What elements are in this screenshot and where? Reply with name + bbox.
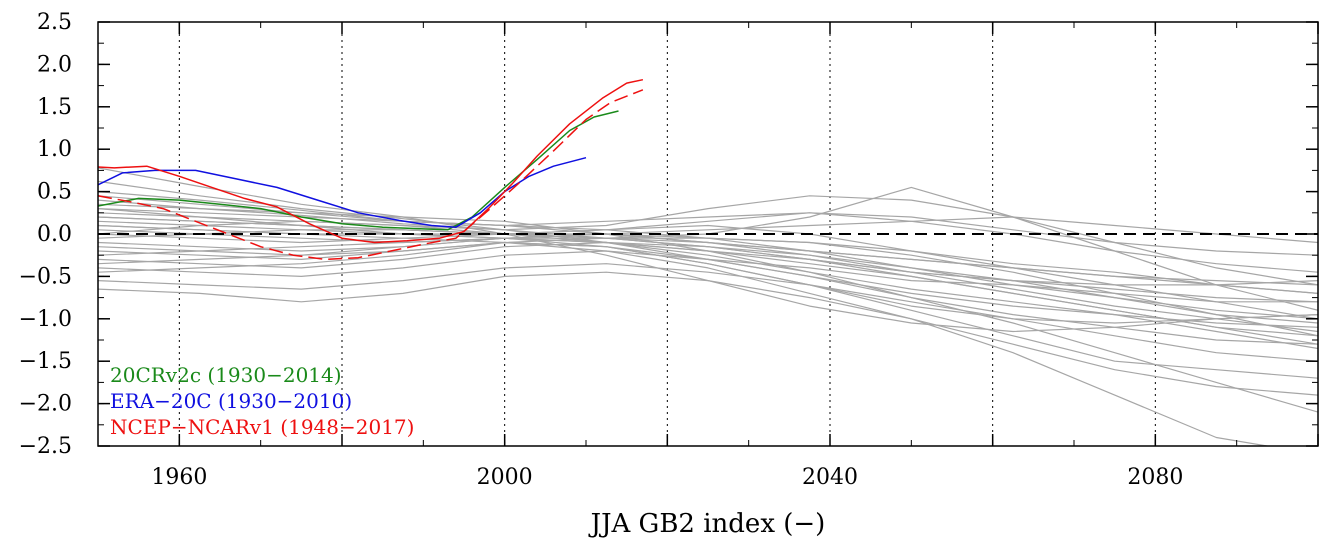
x-tick-label: 2040 — [802, 465, 858, 490]
series-era-20c — [98, 156, 587, 228]
series-20crv2c — [98, 110, 619, 231]
tick-labels: −2.5 −2.0 −1.5 −1.0 −0.5 0.0 0.5 1.0 1.5 2.0 2.5 19… — [19, 10, 1184, 490]
ensemble-line-20 — [98, 237, 1318, 350]
y-tick-label: −0.5 — [19, 264, 72, 289]
series-ncep-ncarv1-dashed — [98, 89, 644, 261]
y-tick-label: −1.0 — [19, 307, 72, 332]
reanalysis-lines — [98, 78, 644, 261]
y-tick-label: 0.0 — [37, 222, 72, 247]
ensemble-line-19 — [98, 229, 1318, 333]
y-tick-label: −2.0 — [19, 392, 72, 417]
ensemble-line-25 — [98, 220, 1318, 294]
axis-ticks — [97, 21, 1319, 447]
series-ncep-ncarv1 — [98, 78, 644, 244]
y-tick-label: 0.5 — [37, 180, 72, 205]
y-tick-label: 2.5 — [37, 10, 72, 35]
legend-entry-era20c: ERA−20C (1930−2010) — [110, 389, 352, 413]
ensemble-line-28 — [98, 208, 1318, 324]
ensemble-line-27 — [98, 241, 1318, 345]
y-tick-label: 1.0 — [37, 137, 72, 162]
x-tick-label: 1960 — [151, 465, 207, 490]
legend-entry-ncep-ncarv1: NCEP−NCARv1 (1948−2017) — [110, 415, 414, 439]
ensemble-line-14 — [98, 271, 1318, 396]
ensemble-line-22 — [98, 241, 1318, 379]
ensemble-line-21 — [98, 195, 1318, 273]
legend: 20CRv2c (1930−2014) ERA−20C (1930−2010) … — [110, 363, 414, 439]
ensemble-line-23 — [98, 224, 1271, 446]
x-axis-label: JJA GB2 index (−) — [588, 509, 826, 539]
ensemble-line-13 — [98, 263, 1318, 362]
x-tick-label: 2000 — [477, 465, 533, 490]
y-tick-label: −2.5 — [19, 434, 72, 459]
legend-entry-20crv2c: 20CRv2c (1930−2014) — [110, 363, 342, 387]
y-tick-label: 2.0 — [37, 52, 72, 77]
x-tick-label: 2080 — [1127, 465, 1183, 490]
ensemble-lines — [98, 167, 1318, 446]
y-tick-label: 1.5 — [37, 95, 72, 120]
ensemble-line-9 — [98, 216, 1318, 252]
y-tick-label: −1.5 — [19, 349, 72, 374]
